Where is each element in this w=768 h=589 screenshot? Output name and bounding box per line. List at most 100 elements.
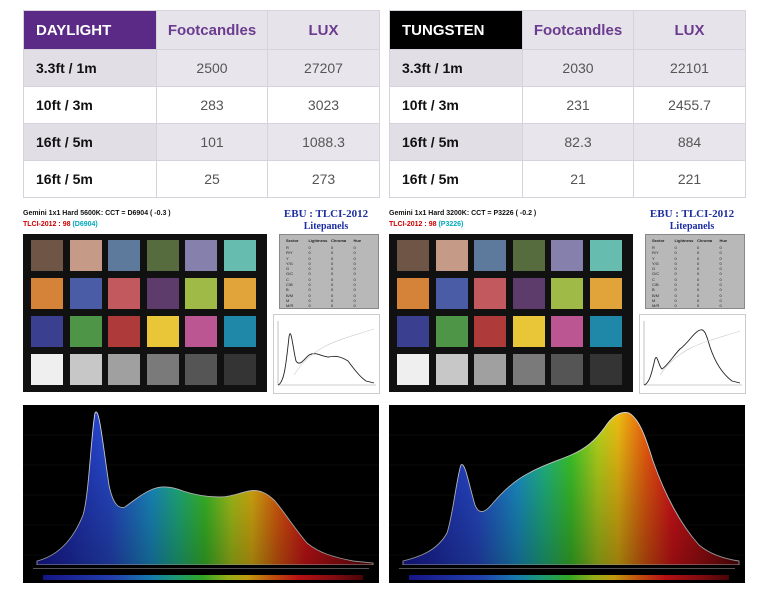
results-cell: 0 bbox=[697, 250, 700, 256]
results-row: M/R 0 0 0 bbox=[646, 303, 744, 308]
tlci-heading: Gemini 1x1 Hard 5600K: CCT = D6904 ( -0.… bbox=[23, 210, 171, 217]
results-cell: 0 bbox=[308, 255, 311, 261]
results-cell: 0 bbox=[674, 297, 677, 303]
results-cell: 0 bbox=[719, 287, 722, 293]
color-swatch bbox=[185, 354, 217, 385]
lux-value: 1088.3 bbox=[267, 123, 380, 161]
results-header-cell: Chroma bbox=[697, 238, 713, 243]
footcandles-value: 25 bbox=[156, 160, 268, 198]
results-header-cell: Hue bbox=[353, 238, 362, 243]
color-swatch bbox=[435, 278, 468, 309]
results-row: M 0 0 0 bbox=[646, 298, 744, 303]
color-swatch bbox=[474, 316, 506, 347]
distance-label: 16ft / 5m bbox=[23, 160, 157, 198]
results-cell: 0 bbox=[308, 287, 311, 293]
color-swatch bbox=[397, 354, 429, 385]
tlci-score-line: TLCI-2012 : 98 (D6904) bbox=[23, 221, 98, 228]
table-row: 10ft / 3m 231 2455.7 bbox=[389, 86, 746, 124]
color-swatch bbox=[146, 240, 179, 271]
results-cell: Y/G bbox=[286, 260, 293, 266]
color-swatch bbox=[551, 354, 583, 385]
results-cell: M bbox=[652, 297, 656, 303]
daylight-table: DAYLIGHT Footcandles LUX 3.3ft / 1m 2500… bbox=[23, 10, 380, 198]
results-row: Y/G 0 0 0 bbox=[646, 261, 744, 266]
color-swatch bbox=[551, 278, 583, 309]
color-swatch bbox=[512, 354, 545, 385]
results-row: B 0 0 0 bbox=[646, 287, 744, 292]
color-swatch bbox=[512, 278, 545, 309]
table-row: 10ft / 3m 283 3023 bbox=[23, 86, 380, 124]
results-cell: 0 bbox=[331, 303, 334, 309]
results-cell: 0 bbox=[308, 250, 311, 256]
results-cell: R bbox=[652, 245, 655, 250]
results-cell: 0 bbox=[719, 260, 722, 266]
results-cell: 0 bbox=[308, 292, 311, 298]
results-cell: 0 bbox=[719, 250, 722, 256]
tlci-panel-tungsten: Gemini 1x1 Hard 3200K: CCT = P3226 ( -0.… bbox=[389, 204, 746, 394]
tlci-score-label: TLCI-2012 : bbox=[23, 221, 61, 228]
results-cell: 0 bbox=[308, 266, 311, 272]
results-cell: 0 bbox=[674, 255, 677, 261]
table-row: 3.3ft / 1m 2500 27207 bbox=[23, 49, 380, 87]
results-cell: 0 bbox=[719, 292, 722, 298]
ebu-subtitle: Litepanels bbox=[303, 221, 349, 232]
lux-value: 27207 bbox=[267, 49, 380, 87]
results-cell: 0 bbox=[719, 271, 722, 277]
tlci-score: 98 bbox=[62, 221, 71, 228]
results-header: Sector Lightness Chroma Hue bbox=[280, 235, 378, 245]
color-swatch bbox=[69, 240, 102, 271]
color-swatch bbox=[31, 240, 63, 271]
results-cell: 0 bbox=[719, 276, 722, 282]
results-cell: 0 bbox=[353, 287, 356, 293]
color-swatch bbox=[551, 316, 583, 347]
results-cell: 0 bbox=[697, 266, 700, 272]
results-cell: M/R bbox=[286, 303, 294, 309]
spectrum-tungsten bbox=[389, 405, 745, 583]
color-swatch bbox=[31, 278, 63, 309]
results-header-cell: Lightness bbox=[674, 238, 694, 243]
results-cell: 0 bbox=[331, 292, 334, 298]
spectrum-thumbnail bbox=[639, 314, 746, 394]
results-cell: C/B bbox=[652, 282, 659, 288]
results-cell: 0 bbox=[697, 255, 700, 261]
results-row: Y/G 0 0 0 bbox=[280, 261, 378, 266]
spectrum-thumbnail bbox=[273, 314, 380, 394]
results-cell: G bbox=[652, 266, 656, 272]
results-row: C 0 0 0 bbox=[646, 277, 744, 282]
colorchecker-chart bbox=[389, 234, 633, 392]
distance-label: 16ft / 5m bbox=[389, 160, 523, 198]
results-row: R/Y 0 0 0 bbox=[646, 250, 744, 255]
results-cell: 0 bbox=[674, 250, 677, 256]
results-row: G/C 0 0 0 bbox=[646, 271, 744, 276]
results-cell: 0 bbox=[674, 245, 677, 250]
results-cell: 0 bbox=[308, 260, 311, 266]
footcandles-value: 82.3 bbox=[522, 123, 634, 161]
footcandles-value: 283 bbox=[156, 86, 268, 124]
results-cell: M bbox=[286, 297, 290, 303]
results-cell: 0 bbox=[331, 297, 334, 303]
footcandles-value: 21 bbox=[522, 160, 634, 198]
lux-header: LUX bbox=[633, 10, 746, 50]
results-cell: 0 bbox=[353, 255, 356, 261]
results-header-cell: Sector bbox=[652, 238, 665, 243]
results-cell: 0 bbox=[697, 303, 700, 309]
color-swatch bbox=[223, 278, 256, 309]
spectrum-daylight bbox=[23, 405, 379, 583]
results-row: B/M 0 0 0 bbox=[646, 293, 744, 298]
distance-label: 16ft / 5m bbox=[23, 123, 157, 161]
results-row: R 0 0 0 bbox=[646, 245, 744, 250]
results-cell: R/Y bbox=[652, 250, 659, 256]
distance-label: 16ft / 5m bbox=[389, 123, 523, 161]
results-cell: 0 bbox=[308, 271, 311, 277]
results-row: C/B 0 0 0 bbox=[280, 282, 378, 287]
color-swatch bbox=[435, 354, 468, 385]
results-row: G 0 0 0 bbox=[646, 266, 744, 271]
results-cell: B/M bbox=[286, 292, 294, 298]
ebu-subtitle: Litepanels bbox=[669, 221, 715, 232]
results-cell: 0 bbox=[353, 260, 356, 266]
results-cell: 0 bbox=[674, 260, 677, 266]
results-row: G 0 0 0 bbox=[280, 266, 378, 271]
results-cell: 0 bbox=[674, 266, 677, 272]
color-swatch bbox=[31, 316, 63, 347]
results-cell: M/R bbox=[652, 303, 660, 309]
